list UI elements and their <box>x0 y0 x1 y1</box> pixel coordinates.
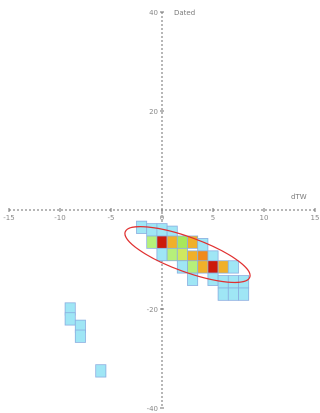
heatmap-cell <box>74 329 86 343</box>
heatmap-cell <box>238 287 250 301</box>
y-tick-label: 40 <box>149 9 158 17</box>
y-tick-label: -20 <box>147 306 158 314</box>
x-tick-label: 0 <box>160 214 164 222</box>
y-tick-label: -40 <box>147 405 158 413</box>
heatmap-cells <box>64 220 250 378</box>
heatmap-cell <box>64 312 76 326</box>
axis-labels: dTW Dated <box>174 9 307 201</box>
heatmap-cell <box>156 235 168 249</box>
heatmap-cell <box>207 260 219 274</box>
heatmap-cell <box>187 272 199 286</box>
x-tick-label: -5 <box>108 214 115 222</box>
ellipse-mark <box>124 226 251 284</box>
x-tick-label: 10 <box>260 214 269 222</box>
heatmap-cell <box>217 260 229 274</box>
x-tick-label: -15 <box>3 214 14 222</box>
axes: -15 -10 -5 0 5 10 15 40 20 -20 -40 <box>3 9 319 413</box>
x-axis-label: dTW <box>291 193 307 201</box>
heatmap-cell <box>95 364 107 378</box>
heatmap-cell <box>166 235 178 249</box>
heatmap-cell <box>146 223 158 237</box>
x-tick-label: 15 <box>311 214 320 222</box>
heatmap-cell <box>227 260 239 274</box>
heatmap-cell <box>197 260 209 274</box>
heatmap-cell <box>227 287 239 301</box>
x-tick-label: 5 <box>211 214 215 222</box>
heatmap-cell <box>146 235 158 249</box>
heatmap-cell <box>176 247 188 262</box>
x-tick-label: -10 <box>54 214 65 222</box>
heatmap-cell <box>187 260 199 274</box>
heatmap-cell <box>156 247 168 262</box>
heatmap-cell <box>217 287 229 301</box>
y-axis-label: Dated <box>174 9 195 17</box>
confidence-ellipse <box>124 226 251 284</box>
y-tick-label: 20 <box>149 108 158 116</box>
heatmap-cell <box>176 235 188 249</box>
heatmap-cell <box>166 247 178 262</box>
